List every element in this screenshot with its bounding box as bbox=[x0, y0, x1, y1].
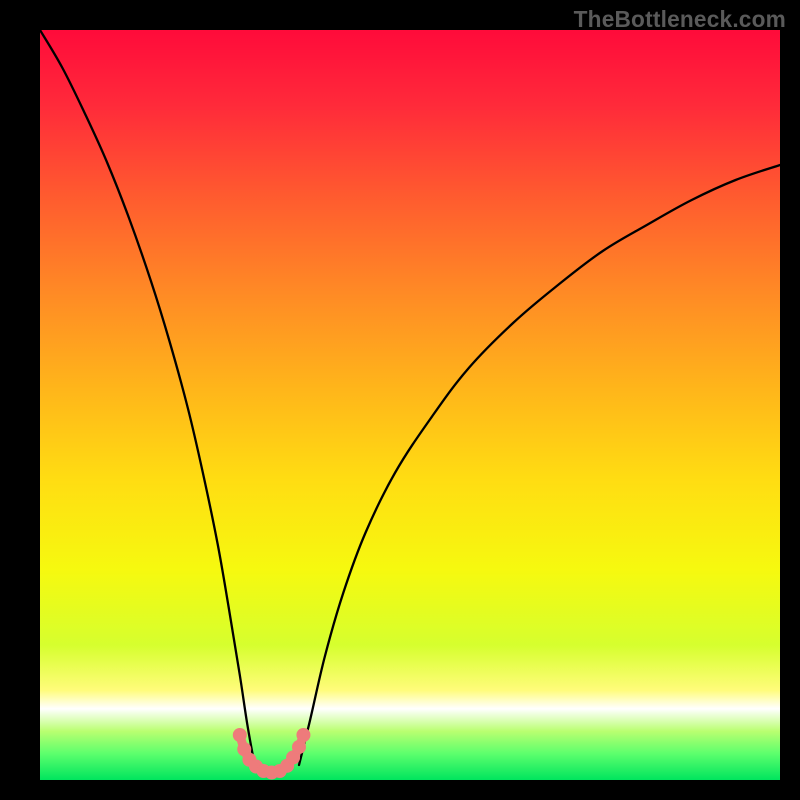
chart-svg bbox=[40, 30, 780, 780]
bottom-u-dot bbox=[296, 728, 310, 742]
bottom-u-dot bbox=[292, 740, 306, 754]
gradient-background bbox=[40, 30, 780, 780]
bottom-u-dot bbox=[233, 728, 247, 742]
plot-area bbox=[40, 30, 780, 780]
watermark-text: TheBottleneck.com bbox=[574, 6, 786, 33]
frame: TheBottleneck.com bbox=[0, 0, 800, 800]
